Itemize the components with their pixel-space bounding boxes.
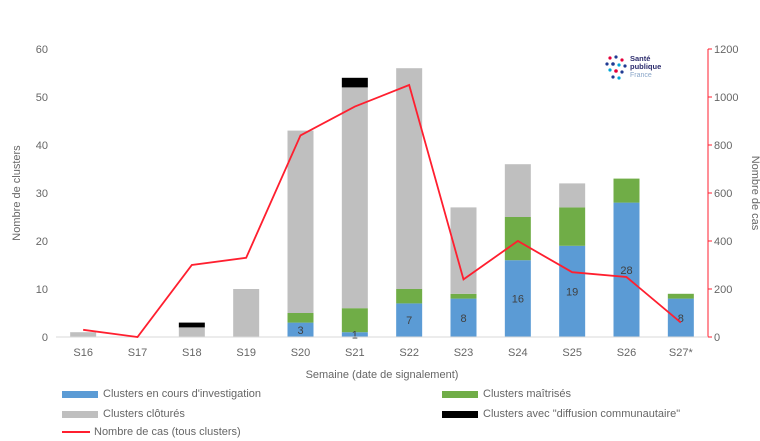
- bar-segment-diffusion: [178, 322, 205, 328]
- bar-segment-clotures: [70, 332, 97, 337]
- bar-segment-clotures: [178, 327, 205, 337]
- bar-data-label: 16: [512, 294, 524, 306]
- x-tick-label: S24: [508, 347, 528, 359]
- bar-segment-investigation: [396, 303, 423, 337]
- y2-tick-label: 400: [714, 236, 732, 248]
- cases-line: [83, 83, 682, 338]
- bar-segment-maitrises: [504, 217, 531, 261]
- y2-tick-label: 1000: [714, 92, 738, 104]
- x-tick-label: S23: [454, 347, 474, 359]
- y-tick-label: 40: [36, 140, 48, 152]
- y2-tick-label: 800: [714, 140, 732, 152]
- bar-segment-clotures: [559, 183, 586, 208]
- y-tick-label: 10: [36, 284, 48, 296]
- x-tick-label: S18: [182, 347, 202, 359]
- bar-data-label: 3: [297, 325, 303, 337]
- bar-segment-clotures: [396, 68, 423, 289]
- bar-data-label: 28: [620, 265, 632, 277]
- y-tick-label: 20: [36, 236, 48, 248]
- legend-item-investigation: Clusters en cours d'investigation: [62, 388, 261, 400]
- x-tick-label: S16: [73, 347, 93, 359]
- bar-segment-clotures: [450, 207, 477, 294]
- legend-swatch: [442, 410, 478, 418]
- bar-segment-maitrises: [287, 313, 314, 323]
- bar-segment-diffusion: [341, 77, 368, 88]
- y-tick-label: 50: [36, 92, 48, 104]
- legend-swatch: [62, 410, 98, 418]
- x-tick-label: S19: [236, 347, 256, 359]
- bar-segment-maitrises: [396, 289, 423, 304]
- y-tick-label: 60: [36, 44, 48, 56]
- x-tick-label: S27*: [669, 347, 694, 359]
- legend-label: Clusters maîtrisés: [483, 388, 572, 400]
- bar-segment-investigation: [450, 298, 477, 337]
- bar-data-label: 8: [678, 313, 684, 325]
- bar-segment-maitrises: [667, 293, 694, 299]
- bar-data-label: 1: [352, 330, 358, 342]
- bar-segment-clotures: [287, 130, 314, 313]
- x-axis-title: Semaine (date de signalement): [306, 369, 459, 381]
- y-tick-label: 0: [42, 332, 48, 344]
- bar-segment-investigation: [287, 322, 314, 337]
- logo-dots-icon: [605, 55, 627, 80]
- x-tick-label: S26: [617, 347, 637, 359]
- y2-tick-label: 200: [714, 284, 732, 296]
- bar-segment-maitrises: [613, 178, 640, 203]
- bar-segment-maitrises: [341, 308, 368, 333]
- bar-segment-maitrises: [559, 207, 586, 246]
- y-tick-label: 30: [36, 188, 48, 200]
- bar-segment-investigation: [613, 202, 640, 337]
- logo-line1: Santé: [630, 54, 651, 63]
- bar-segment-investigation: [667, 298, 694, 337]
- x-tick-label: S21: [345, 347, 365, 359]
- legend-item-cases-line: Nombre de cas (tous clusters): [62, 426, 241, 438]
- sante-publique-france-logo: Santé publique France: [604, 52, 680, 92]
- legend-line-swatch: [62, 431, 90, 433]
- legend-swatch: [442, 390, 478, 398]
- x-tick-label: S20: [291, 347, 311, 359]
- legend-item-clotures: Clusters clôturés: [62, 408, 185, 420]
- y2-tick-label: 600: [714, 188, 732, 200]
- bar-segment-investigation: [559, 245, 586, 337]
- legend-swatch: [62, 390, 98, 398]
- bar-segment-clotures: [504, 164, 531, 217]
- bar-segment-investigation: [504, 260, 531, 337]
- bar-segment-investigation: [341, 332, 368, 337]
- y2-axis-title: Nombre de cas: [749, 156, 760, 231]
- logo-line3: France: [630, 72, 652, 79]
- bar-segment-clotures: [233, 289, 260, 337]
- y2-tick-label: 0: [714, 332, 720, 344]
- legend-label: Clusters avec "diffusion communautaire": [483, 408, 681, 420]
- x-tick-label: S17: [128, 347, 148, 359]
- logo-line2: publique: [630, 62, 662, 71]
- y-axis-title: Nombre de clusters: [11, 145, 23, 241]
- bar-segment-maitrises: [450, 293, 477, 299]
- legend-label: Nombre de cas (tous clusters): [94, 426, 241, 438]
- legend-item-maitrises: Clusters maîtrisés: [442, 388, 571, 400]
- x-tick-label: S25: [562, 347, 582, 359]
- bar-data-label: 8: [460, 313, 466, 325]
- y2-tick-label: 1200: [714, 44, 738, 56]
- bar-data-label: 19: [566, 286, 578, 298]
- legend-label: Clusters clôturés: [103, 408, 185, 420]
- legend-label: Clusters en cours d'investigation: [103, 388, 262, 400]
- bar-data-label: 7: [406, 315, 412, 327]
- bar-segment-clotures: [341, 87, 368, 309]
- legend-item-diffusion: Clusters avec "diffusion communautaire": [442, 408, 680, 420]
- x-tick-label: S22: [399, 347, 419, 359]
